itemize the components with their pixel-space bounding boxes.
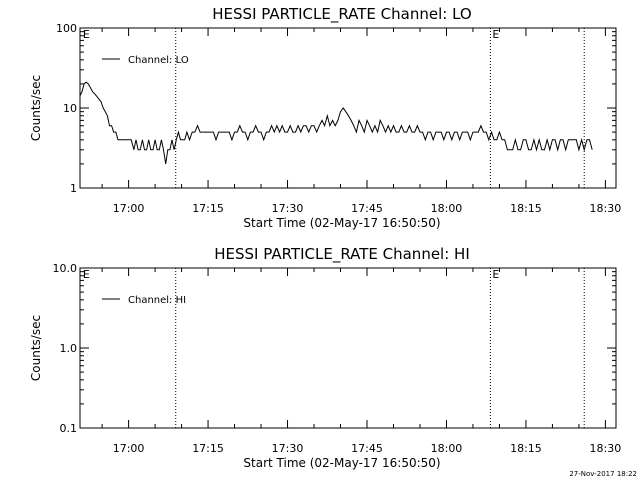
x-axis-label: Start Time (02-May-17 16:50:50) [243,456,440,470]
legend-label: Channel: HI [128,295,186,306]
x-tick-label: 18:30 [590,442,622,455]
panel-hi-channel: HESSI PARTICLE_RATE Channel: HI 17:00 17:1… [29,245,621,470]
x-tick-label: 17:15 [192,442,224,455]
x-tick-label: 17:15 [192,202,224,215]
y-axis-label: Counts/sec [29,75,43,141]
x-axis-label: Start Time (02-May-17 16:50:50) [243,216,440,230]
x-tick-label: 17:30 [272,442,304,455]
event-marker-label: E [492,268,499,281]
x-tick-label: 17:00 [113,202,145,215]
chart-title: HESSI PARTICLE_RATE Channel: LO [212,5,471,24]
x-tick-label: 18:00 [431,202,463,215]
chart-title: HESSI PARTICLE_RATE Channel: HI [214,245,470,264]
y-tick-label: 10.0 [53,262,78,275]
x-tick-label: 17:00 [113,442,145,455]
y-tick-label: 1 [70,182,77,195]
event-marker-label: E [83,28,90,41]
event-marker-label: E [492,28,499,41]
event-marker-label: E [83,268,90,281]
plot-frame [79,27,617,189]
y-tick-label: 100 [56,22,77,35]
x-tick-label: 17:45 [351,442,383,455]
timestamp-footer: 27-Nov-2017 18:22 [569,470,637,478]
plot-frame [79,267,617,429]
legend-label: Channel: LO [128,55,189,66]
series-line [79,81,593,164]
x-tick-label: 18:15 [510,442,542,455]
x-tick-label: 18:30 [590,202,622,215]
x-tick-label: 17:45 [351,202,383,215]
x-tick-label: 18:15 [510,202,542,215]
y-tick-label: 0.1 [60,422,78,435]
x-tick-label: 18:00 [431,442,463,455]
panel-lo-channel: HESSI PARTICLE_RATE Channel: LO 17:00 17:1… [29,5,621,230]
x-tick-label: 17:30 [272,202,304,215]
y-tick-label: 10 [63,102,77,115]
y-axis-label: Counts/sec [29,315,43,381]
y-tick-label: 1.0 [60,342,78,355]
